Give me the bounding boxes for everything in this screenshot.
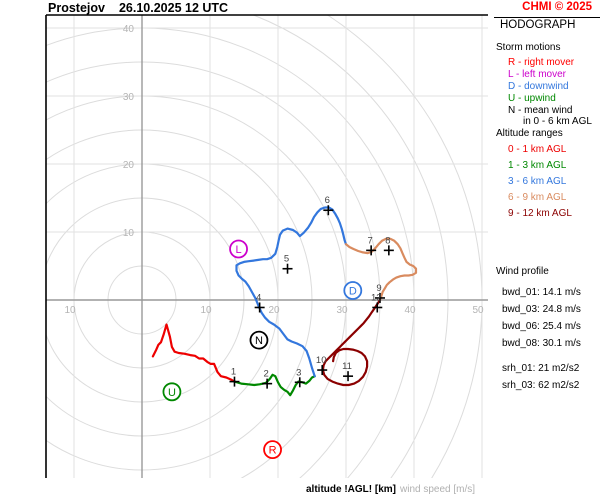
hodograph-trace bbox=[344, 237, 418, 302]
hodograph-trace bbox=[235, 206, 348, 378]
altitude-marker-label: 7 bbox=[368, 235, 373, 246]
altitude-marker: 3 bbox=[294, 367, 305, 388]
storm-motion-marker-l: L bbox=[229, 239, 248, 259]
storm-motion-label: D bbox=[349, 285, 357, 297]
y-tick-label: 30 bbox=[123, 92, 135, 103]
y-tick-label: 40 bbox=[123, 24, 135, 35]
wind-profile-bwd-06: bwd_06: 25.4 m/s bbox=[502, 321, 581, 332]
storm-motion-label: L bbox=[235, 244, 241, 256]
altitude-marker-label: 11 bbox=[342, 361, 352, 372]
legend-storm-downwind: D - downwind bbox=[508, 81, 569, 92]
x-tick-label: 10 bbox=[200, 305, 212, 316]
hodograph-trace bbox=[151, 323, 236, 383]
altitude-marker: 11 bbox=[342, 361, 354, 382]
storm-motion-marker-n: N bbox=[249, 330, 269, 350]
storm-motion-label: N bbox=[255, 335, 263, 347]
x-tick-label: 10 bbox=[64, 305, 76, 316]
altitude-marker: 6 bbox=[323, 195, 334, 216]
storm-motion-label: R bbox=[269, 445, 277, 457]
legend-altitude-1-3: 1 - 3 km AGL bbox=[508, 160, 567, 171]
altitude-marker: 2 bbox=[262, 369, 273, 389]
legend-altitude-9-12: 9 - 12 km AGL bbox=[508, 208, 572, 219]
legend-altitude-3-6: 3 - 6 km AGL bbox=[508, 176, 567, 187]
storm-motion-marker-u: U bbox=[162, 382, 182, 402]
altitude-marker-label: 1 bbox=[231, 367, 236, 378]
altitude-marker-label: 4 bbox=[256, 292, 261, 303]
y-tick-label: 20 bbox=[123, 160, 135, 171]
altitude-marker: 1 bbox=[229, 367, 240, 387]
datetime-label: 26.10.2025 12 UTC bbox=[118, 1, 229, 15]
x-tick-label: 40 bbox=[404, 305, 416, 316]
copyright-label: CHMI © 2025 bbox=[522, 1, 592, 13]
x-tick-label: 50 bbox=[472, 305, 484, 316]
wind-profile-bwd-03: bwd_03: 24.8 m/s bbox=[502, 304, 581, 315]
legend-storm-left-mover: L - left mover bbox=[508, 69, 566, 80]
y-tick-label: 10 bbox=[123, 228, 135, 239]
wind-profile-srh-01: srh_01: 21 m2/s2 bbox=[502, 363, 580, 374]
altitude-marker-label: 5 bbox=[284, 254, 289, 265]
altitude-ranges-heading: Altitude ranges bbox=[496, 128, 563, 139]
panel-title: HODOGRAPH bbox=[500, 19, 576, 31]
altitude-marker-label: 9 bbox=[376, 283, 381, 294]
legend-storm-mean-wind: N - mean wind bbox=[508, 105, 573, 116]
altitude-marker: 5 bbox=[282, 254, 293, 274]
panel-divider bbox=[494, 17, 600, 18]
altitude-marker: 8 bbox=[383, 235, 394, 256]
legend-storm-upwind: U - upwind bbox=[508, 93, 556, 104]
x-tick-label: 30 bbox=[336, 305, 348, 316]
caption-altitude: altitude !AGL! [km] bbox=[306, 484, 396, 495]
caption-wind-speed: wind speed [m/s] bbox=[400, 484, 476, 495]
legend-panel: HODOGRAPH Storm motions R - right mover … bbox=[494, 0, 600, 500]
legend-altitude-0-1: 0 - 1 km AGL bbox=[508, 144, 567, 155]
altitude-marker-label: 12 bbox=[371, 292, 382, 303]
x-tick-label: 20 bbox=[268, 305, 280, 316]
station-name: Prostejov bbox=[48, 1, 105, 15]
altitude-marker: 10 bbox=[316, 355, 328, 376]
storm-motion-marker-d: D bbox=[343, 281, 363, 300]
page-title: Prostejov 26.10.2025 12 UTC bbox=[48, 1, 228, 15]
wind-profile-bwd-08: bwd_08: 30.1 m/s bbox=[502, 338, 581, 349]
altitude-marker-label: 10 bbox=[316, 355, 327, 366]
altitude-marker-label: 8 bbox=[385, 235, 390, 246]
altitude-marker: 7 bbox=[366, 235, 377, 256]
altitude-marker: 4 bbox=[254, 292, 265, 313]
legend-altitude-6-9: 6 - 9 km AGL bbox=[508, 192, 567, 203]
wind-profile-srh-03: srh_03: 62 m2/s2 bbox=[502, 380, 580, 391]
storm-motion-marker-r: R bbox=[263, 440, 282, 460]
altitude-marker: 12 bbox=[371, 292, 383, 313]
altitude-marker-label: 3 bbox=[296, 367, 301, 378]
wind-profile-bwd-01: bwd_01: 14.1 m/s bbox=[502, 287, 581, 298]
legend-storm-right-mover: R - right mover bbox=[508, 57, 575, 68]
legend-storm-mean-wind-sub: in 0 - 6 km AGL bbox=[523, 116, 592, 127]
altitude-marker: 9 bbox=[375, 283, 385, 303]
storm-motion-label: U bbox=[168, 387, 176, 399]
altitude-marker-label: 2 bbox=[263, 369, 268, 380]
wind-profile-heading: Wind profile bbox=[496, 266, 549, 277]
altitude-marker-label: 6 bbox=[325, 195, 330, 206]
storm-motions-heading: Storm motions bbox=[496, 42, 561, 53]
